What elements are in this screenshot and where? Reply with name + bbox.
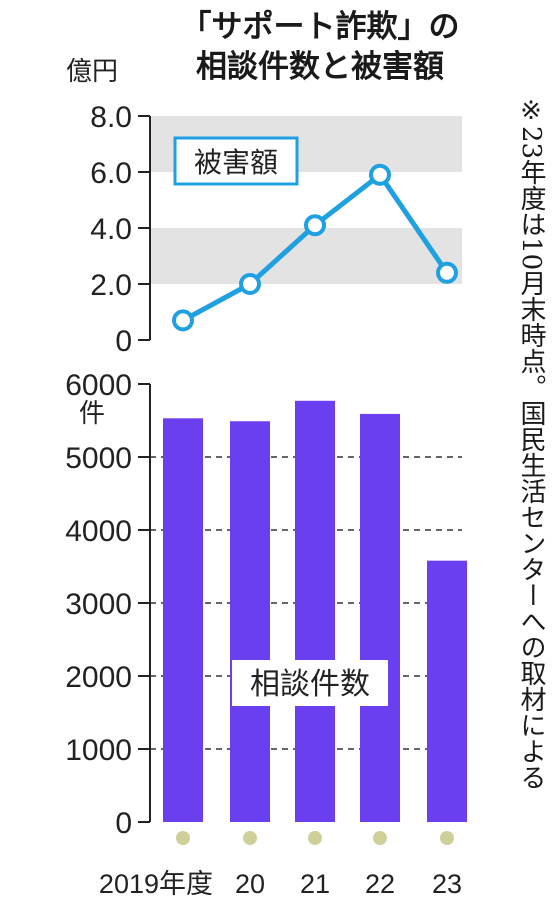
x-tick-label: 22 — [365, 869, 395, 899]
data-point — [304, 214, 326, 237]
y-tick-label: 0 — [115, 325, 132, 358]
y-tick-label: 3000 — [65, 588, 132, 621]
legend-box — [173, 136, 299, 186]
x-tick-label: 21 — [300, 869, 330, 899]
data-point — [172, 309, 194, 332]
data-point — [436, 261, 458, 284]
x-marker-dot — [440, 831, 454, 845]
chart-title-line-2: 相談件数と被害額 — [196, 49, 444, 85]
x-tick-label: 20 — [235, 869, 265, 899]
y-tick-label: 0 — [115, 807, 132, 840]
y-axis-unit: 億円 — [66, 57, 118, 87]
x-tick-label: 23 — [432, 869, 462, 899]
y-tick-label: 4.0 — [90, 213, 132, 246]
y-tick-label: 5000 — [65, 442, 132, 475]
data-point — [239, 273, 261, 295]
bar — [230, 421, 270, 822]
x-tick-label: 2019年度 — [99, 869, 213, 899]
bar — [427, 560, 467, 822]
y-tick-label: 8.0 — [90, 101, 132, 134]
data-point — [369, 163, 391, 186]
y-axis-unit: 件 — [79, 399, 105, 429]
chart-title-line-1: 「サポート詐欺」の — [180, 9, 460, 45]
bar — [163, 418, 203, 822]
y-tick-label: 4000 — [65, 515, 132, 548]
x-marker-dot — [373, 831, 387, 845]
y-tick-label: 6.0 — [90, 157, 132, 190]
grid-band — [150, 228, 462, 284]
legend-label: 被害額 — [194, 146, 278, 179]
y-tick-label: 2000 — [65, 661, 132, 694]
y-tick-label: 2.0 — [90, 269, 132, 302]
bar — [360, 413, 400, 822]
bar — [295, 400, 335, 822]
y-tick-label: 6000 — [65, 369, 132, 402]
source-note: ※23年度は10月末時点。国民生活センターへの取材による — [516, 96, 546, 791]
x-marker-dot — [308, 831, 322, 845]
x-marker-dot — [176, 831, 190, 845]
legend-label: 相談件数 — [250, 667, 370, 702]
y-tick-label: 1000 — [65, 734, 132, 767]
x-marker-dot — [243, 831, 257, 845]
legend-box — [232, 660, 388, 706]
